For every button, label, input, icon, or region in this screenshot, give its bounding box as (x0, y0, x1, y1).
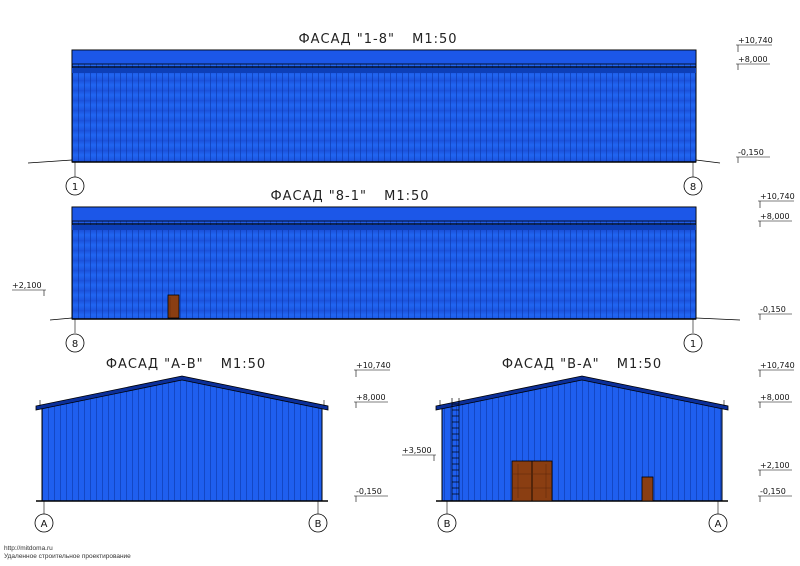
svg-text:ФАСАД "1-8" М1:50: ФАСАД "1-8" М1:50 (298, 32, 457, 47)
level-mark: +8,000 (354, 393, 388, 408)
level-mark: +10,740 (736, 36, 773, 52)
level-mark: +8,000 (758, 393, 792, 408)
svg-text:ФАСАД "В-А" М1:50: ФАСАД "В-А" М1:50 (502, 357, 662, 372)
level-label: +10,740 (356, 361, 391, 370)
level-mark: +3,500 (402, 446, 436, 461)
axis-label: В (444, 519, 451, 530)
level-mark: -0,150 (354, 487, 388, 502)
footer-url[interactable]: http://mitdoma.ru (4, 545, 53, 552)
level-mark: -0,150 (758, 305, 792, 320)
facade-v-a: ФАСАД "В-А" М1:50 (402, 357, 795, 533)
roof-edge (35, 375, 329, 411)
axis-label: А (41, 519, 48, 530)
axis-marker: А (34, 501, 54, 533)
facade-title: ФАСАД "1-8" (298, 32, 395, 47)
facade-scale: М1:50 (221, 357, 266, 372)
svg-text:ФАСАД "А-В" М1:50: ФАСАД "А-В" М1:50 (106, 357, 266, 372)
level-label: -0,150 (760, 487, 786, 496)
level-mark: +10,740 (758, 361, 795, 377)
level-mark: +8,000 (736, 55, 770, 70)
axis-marker: В (437, 501, 457, 533)
level-label: +10,740 (738, 36, 773, 45)
facade-scale: М1:50 (412, 32, 457, 47)
axis-label: 8 (690, 182, 696, 193)
ladder (451, 398, 460, 501)
parapet-band (71, 206, 697, 222)
parapet-band (71, 49, 697, 65)
facade-scale: М1:50 (617, 357, 662, 372)
facade-scale: М1:50 (384, 189, 429, 204)
facade-title: ФАСАД "А-В" (106, 357, 204, 372)
level-label: +8,000 (738, 55, 768, 64)
facade-8-1: ФАСАД "8-1" М1:50 +2,100 +10,740 +8,000 (12, 189, 795, 353)
axis-label: 1 (72, 182, 78, 193)
facade-a-v: ФАСАД "А-В" М1:50 +10,740 +8,000 -0,150 (34, 357, 391, 533)
level-mark: +2,100 (758, 461, 792, 476)
level-mark: +2,100 (12, 281, 46, 296)
axis-marker: 8 (683, 162, 703, 196)
eave-shadow (72, 68, 696, 73)
level-label: +10,740 (760, 361, 795, 370)
level-mark: -0,150 (736, 148, 770, 163)
level-label: +10,740 (760, 192, 795, 201)
door (641, 476, 654, 502)
facade-1-8: ФАСАД "1-8" М1:50 +10,740 +8,000 -0,150 (27, 32, 773, 196)
double-gate (511, 460, 553, 502)
level-label: +2,100 (12, 281, 42, 290)
level-mark: +10,740 (354, 361, 391, 377)
axis-marker: В (308, 501, 328, 533)
level-mark: +10,740 (758, 192, 795, 208)
level-mark: -0,150 (758, 487, 792, 502)
facade-title: ФАСАД "В-А" (502, 357, 600, 372)
axis-label: 8 (72, 339, 78, 350)
level-label: -0,150 (738, 148, 764, 157)
axis-marker: А (708, 501, 728, 533)
level-label: +8,000 (760, 212, 790, 221)
level-mark: +8,000 (758, 212, 792, 227)
axis-marker: 8 (65, 319, 85, 353)
axis-label: В (315, 519, 322, 530)
level-label: +8,000 (760, 393, 790, 402)
axis-label: 1 (690, 339, 696, 350)
level-label: +3,500 (402, 446, 432, 455)
level-label: -0,150 (356, 487, 382, 496)
level-label: +2,100 (760, 461, 790, 470)
svg-text:ФАСАД "8-1" М1:50: ФАСАД "8-1" М1:50 (270, 189, 429, 204)
level-label: +8,000 (356, 393, 386, 402)
facade-title: ФАСАД "8-1" (270, 189, 367, 204)
axis-marker: 1 (683, 319, 703, 353)
eave-shadow (72, 225, 696, 230)
axis-marker: 1 (65, 162, 85, 196)
footer-caption: Удаленное строительное проектирование (4, 553, 131, 560)
roof-edge (435, 375, 729, 411)
level-label: -0,150 (760, 305, 786, 314)
axis-label: А (715, 519, 722, 530)
door (167, 294, 180, 319)
